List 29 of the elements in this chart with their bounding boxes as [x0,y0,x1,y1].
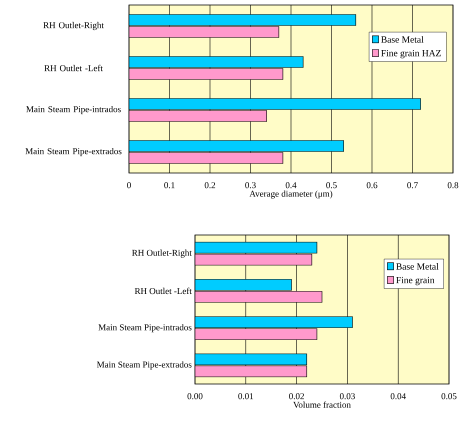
y-tick-label: RH Outlet-Right [43,22,104,30]
legend-label: Fine grain HAZ [381,50,441,58]
x-tick-label: 0.5 [326,182,337,188]
x-tick-label: 0.6 [366,182,378,188]
y-tick-label: RH Outlet -Left [44,64,103,72]
x-tick-label: 0.3 [245,182,256,188]
legend-label: Fine grain [396,276,434,286]
x-tick-label: 0.03 [340,393,355,400]
x-tick-label: 0.00 [188,393,203,400]
legend-label: Base Metal [381,36,424,43]
x-tick-label: 0.01 [238,393,254,400]
x-tick-label: 0.05 [442,393,457,400]
x-tick-label: 0.2 [204,182,216,188]
y-tick-label: RH Outlet-Right [132,250,192,258]
legend-label: Base Metal [396,263,439,270]
y-tick-label: RH Outlet -Left [134,288,192,294]
y-tick-label: Main Steam Pipe-intrados [26,106,121,114]
y-tick-label: Main Steam Pipe-intrados [98,324,192,332]
x-axis-title: Average diameter (μm) [249,190,332,199]
x-axis-title: Volume fraction [293,401,351,408]
x-tick-label: 0.7 [407,182,418,188]
x-tick-label: 0.04 [390,393,406,400]
y-tick-label: Main Steam Pipe-extrados [96,361,192,370]
x-tick-label: 0 [127,182,131,188]
x-tick-label: 0.4 [286,182,296,188]
x-tick-label: 0.1 [164,182,175,188]
x-tick-label: 0.8 [448,182,458,188]
x-tick-label: 0.02 [289,393,304,400]
y-tick-label: Main Steam Pipe-extrados [25,148,122,156]
